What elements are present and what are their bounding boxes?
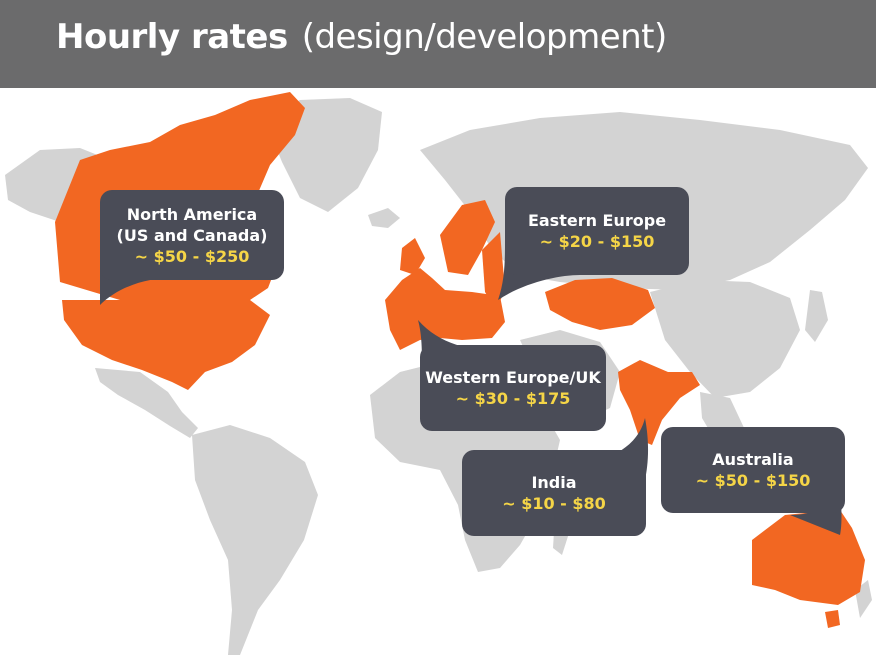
rate-label: ~ $50 - $250 <box>134 246 250 266</box>
scandinavia-region <box>440 200 495 275</box>
australia-region <box>752 510 865 605</box>
rate-label: ~ $50 - $150 <box>695 471 811 490</box>
uk-region <box>400 238 425 275</box>
eastern-europe-region <box>482 232 505 310</box>
western-europe-region <box>385 268 505 350</box>
india-region <box>618 360 700 445</box>
page-title: Hourly rates (design/development) <box>56 17 667 57</box>
rate-label: ~ $30 - $175 <box>455 389 571 408</box>
iceland <box>368 208 400 228</box>
title-main: Hourly rates <box>56 17 288 57</box>
region-name-line: Eastern Europe <box>527 211 667 230</box>
region-name-line: (US and Canada) <box>116 225 268 245</box>
tasmania-region <box>825 610 840 628</box>
region-name-line: Western Europe/UK <box>425 368 601 387</box>
region-name-line: India <box>531 473 577 492</box>
callout-eastern-europe: Eastern Europe ~ $20 - $150 <box>505 187 689 275</box>
south-america <box>192 425 318 655</box>
callout-india: India ~ $10 - $80 <box>462 450 646 536</box>
rate-label: ~ $20 - $150 <box>539 232 655 251</box>
callout-australia: Australia ~ $50 - $150 <box>661 427 845 513</box>
japan <box>805 290 828 342</box>
region-name-line: North America <box>126 204 258 224</box>
title-sub: (design/development) <box>301 17 668 57</box>
usa-region <box>62 300 270 390</box>
central-america <box>95 368 198 438</box>
region-name-line: Australia <box>712 450 794 469</box>
callout-western-europe: Western Europe/UK ~ $30 - $175 <box>420 345 606 431</box>
callout-north-america: North America (US and Canada) ~ $50 - $2… <box>100 190 284 280</box>
eastern-europe-tail <box>498 240 580 300</box>
title-bar: Hourly rates (design/development) <box>0 0 876 88</box>
rate-label: ~ $10 - $80 <box>502 494 606 513</box>
east-asia <box>650 280 800 398</box>
central-asia-region <box>545 278 655 330</box>
